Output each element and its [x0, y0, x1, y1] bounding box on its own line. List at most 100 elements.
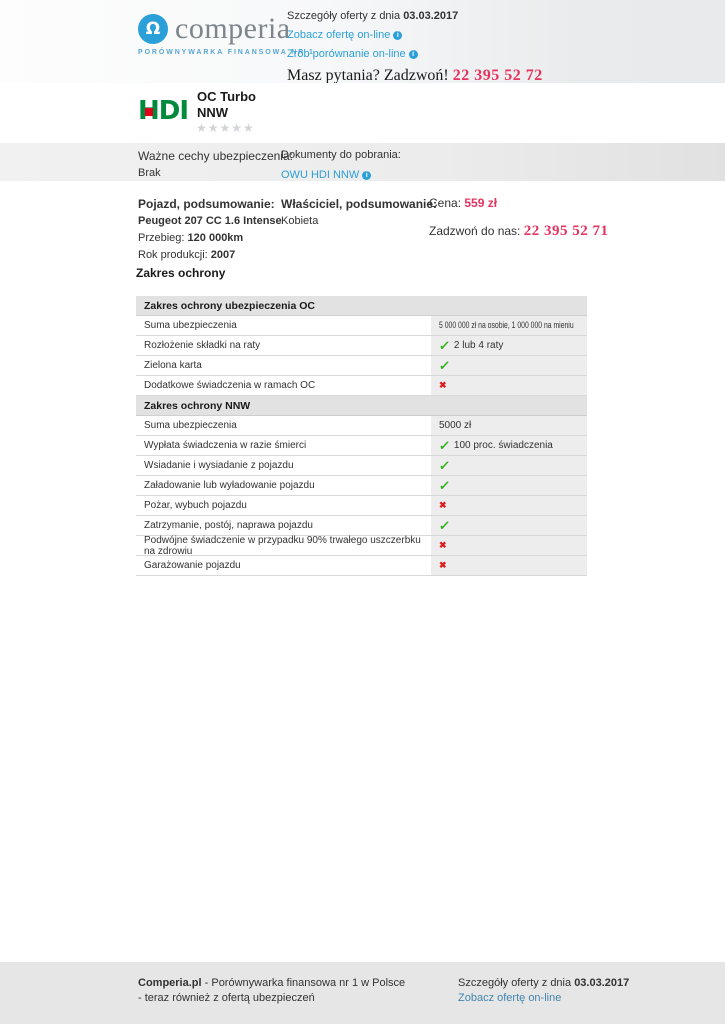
hdi-insurer-logo: HDI [138, 91, 193, 131]
info-icon: i [362, 171, 372, 180]
documents-label: Dokumenty do pobrania: [281, 149, 401, 161]
call-us-label: Zadzwoń do nas: [429, 224, 521, 238]
table-row: Rozłożenie składki na raty ✓ 2 lub 4 raty [136, 336, 587, 356]
comperia-logo: Ω comperia PORÓWNYWARKA FINANSOWA NR 1 [138, 12, 373, 56]
call-to-action-line: Masz pytania? Zadzwoń! 22 395 52 72 [287, 67, 543, 85]
cross-icon: ✖ [439, 560, 447, 570]
vehicle-summary: Pojazd, podsumowanie: Peugeot 207 CC 1.6… [138, 196, 282, 264]
header: Ω comperia PORÓWNYWARKA FINANSOWA NR 1 S… [0, 0, 725, 85]
footer-line1-rest: - Porównywarka finansowa nr 1 w Polsce [201, 977, 406, 989]
table-row: Podwójne świadczenie w przypadku 90% trw… [136, 535, 587, 557]
row-label: Suma ubezpieczenia [136, 316, 430, 335]
year-value: 2007 [210, 249, 236, 261]
table-row: Dodatkowe świadczenia w ramach OC ✖ [136, 376, 587, 396]
footer-brand: Comperia.pl [138, 977, 202, 989]
rating-stars: ★★★★★ [196, 121, 255, 135]
footer-brand-text: Comperia.pl - Porównywarka finansowa nr … [138, 976, 405, 1006]
row-label: Garażowanie pojazdu [136, 556, 430, 575]
row-value-cell: ✖ [430, 556, 587, 575]
view-offer-link[interactable]: Zobacz ofertę on-line [287, 29, 391, 41]
features-label: Ważne cechy ubezpieczenia: [138, 149, 293, 163]
row-label: Pożar, wybuch pojazdu [136, 496, 430, 515]
footer-view-offer-link[interactable]: Zobacz ofertę on-line [458, 992, 562, 1004]
hdi-logo-red-square [145, 108, 153, 116]
coverage-table: Zakres ochrony ubezpieczenia OC Suma ubez… [136, 296, 587, 576]
row-value-cell: ✓ [430, 456, 587, 475]
owner-summary: Właściciel, podsumowanie: Kobieta [281, 196, 437, 230]
row-value-cell: ✓ [430, 516, 587, 535]
price-summary: Cena: 559 zł Zadzwoń do nas: 22 395 52 7… [429, 196, 608, 240]
table-row: Załadowanie lub wyładowanie pojazdu ✓ [136, 476, 587, 496]
table-row: Suma ubezpieczenia 5000 zł [136, 416, 587, 436]
table-row: Suma ubezpieczenia 5 000 000 zł na osobie… [136, 316, 587, 336]
coverage-heading: Zakres ochrony [136, 266, 226, 280]
table-section-header: Zakres ochrony NNW [136, 396, 587, 416]
vehicle-summary-title: Pojazd, podsumowanie: [138, 197, 275, 211]
summary-section: Pojazd, podsumowanie: Peugeot 207 CC 1.6… [0, 192, 725, 262]
year-label: Rok produkcji: [138, 249, 208, 261]
row-value: 2 lub 4 raty [453, 340, 504, 351]
check-icon: ✓ [438, 437, 452, 453]
info-icon: i [393, 31, 403, 40]
row-value-cell: ✓ [430, 356, 587, 375]
row-value-cell: ✖ [430, 496, 587, 515]
product-strip: HDI OC Turbo NNW ★★★★★ [0, 83, 725, 143]
row-value: 5000 zł [439, 420, 472, 431]
row-value-cell: ✓ 2 lub 4 raty [430, 336, 587, 355]
brand-wordmark: comperia [175, 12, 291, 45]
row-value: 5 000 000 zł na osobie, 1 000 000 na mie… [439, 320, 574, 331]
row-label: Wsiadanie i wysiadanie z pojazdu [136, 456, 430, 475]
owu-document-link[interactable]: OWU HDI NNW [281, 169, 360, 181]
row-label: Załadowanie lub wyładowanie pojazdu [136, 476, 430, 495]
table-row: Wypłata świadczenia w razie śmierci ✓ 100 … [136, 436, 587, 456]
cross-icon: ✖ [439, 500, 447, 510]
footer-offer-date: 03.03.2017 [574, 977, 630, 989]
footer-offer-info: Szczegóły oferty z dnia 03.03.2017 Zobac… [458, 976, 629, 1006]
row-value: 100 proc. świadczenia [453, 440, 553, 451]
features-value: Brak [138, 167, 161, 179]
footer: Comperia.pl - Porównywarka finansowa nr … [0, 962, 725, 1024]
price-label: Cena: [429, 196, 462, 210]
info-icon: i [408, 50, 418, 59]
call-us-line: Zadzwoń do nas: 22 395 52 71 [429, 223, 608, 240]
cross-icon: ✖ [439, 380, 447, 390]
row-label: Podwójne świadczenie w przypadku 90% trw… [136, 535, 430, 557]
row-label: Zatrzymanie, postój, naprawa pojazdu [136, 516, 430, 535]
row-label: Suma ubezpieczenia [136, 416, 430, 435]
compare-link[interactable]: Zrób porównanie on-line [287, 48, 406, 60]
table-row: Wsiadanie i wysiadanie z pojazdu ✓ [136, 456, 587, 476]
cross-icon: ✖ [439, 540, 447, 550]
header-phone-number: 22 395 52 72 [452, 67, 543, 84]
row-value-cell: ✖ [430, 536, 587, 555]
row-value-cell: ✓ [430, 476, 587, 495]
vehicle-model: Peugeot 207 CC 1.6 Intense [138, 215, 282, 227]
brand-tagline: PORÓWNYWARKA FINANSOWA NR 1 [138, 49, 315, 56]
check-icon: ✓ [438, 477, 452, 493]
row-value-cell: ✖ [430, 376, 587, 395]
vehicle-mileage: Przebieg: 120 000km [138, 230, 282, 247]
owner-summary-title: Właściciel, podsumowanie: [281, 197, 438, 211]
mileage-value: 120 000km [187, 232, 244, 244]
owner-value: Kobieta [281, 215, 319, 227]
table-section-header: Zakres ochrony ubezpieczenia OC [136, 296, 587, 316]
comperia-scale-icon: Ω [138, 14, 168, 44]
row-value-cell: 5 000 000 zł na osobie, 1 000 000 na mie… [430, 316, 587, 335]
check-icon: ✓ [438, 457, 452, 473]
questions-text: Masz pytania? Zadzwoń! [287, 67, 449, 84]
price-line: Cena: 559 zł [429, 196, 608, 210]
product-name-line2: NNW [197, 105, 229, 120]
footer-offer-date-label: Szczegóły oferty z dnia [458, 977, 572, 989]
row-value-cell: 5000 zł [430, 416, 587, 435]
offer-date-line: Szczegóły oferty z dnia 03.03.2017 [287, 10, 543, 22]
check-icon: ✓ [438, 337, 452, 353]
mileage-label: Przebieg: [138, 232, 185, 244]
summary-phone-number: 22 395 52 71 [523, 223, 609, 239]
offer-date-value: 03.03.2017 [403, 10, 459, 22]
product-name-line1: OC Turbo [197, 89, 256, 104]
check-icon: ✓ [438, 357, 452, 373]
section-label: Zakres ochrony ubezpieczenia OC [144, 299, 315, 312]
table-row: Pożar, wybuch pojazdu ✖ [136, 496, 587, 516]
table-row: Zatrzymanie, postój, naprawa pojazdu ✓ [136, 516, 587, 536]
table-row: Garażowanie pojazdu ✖ [136, 556, 587, 576]
